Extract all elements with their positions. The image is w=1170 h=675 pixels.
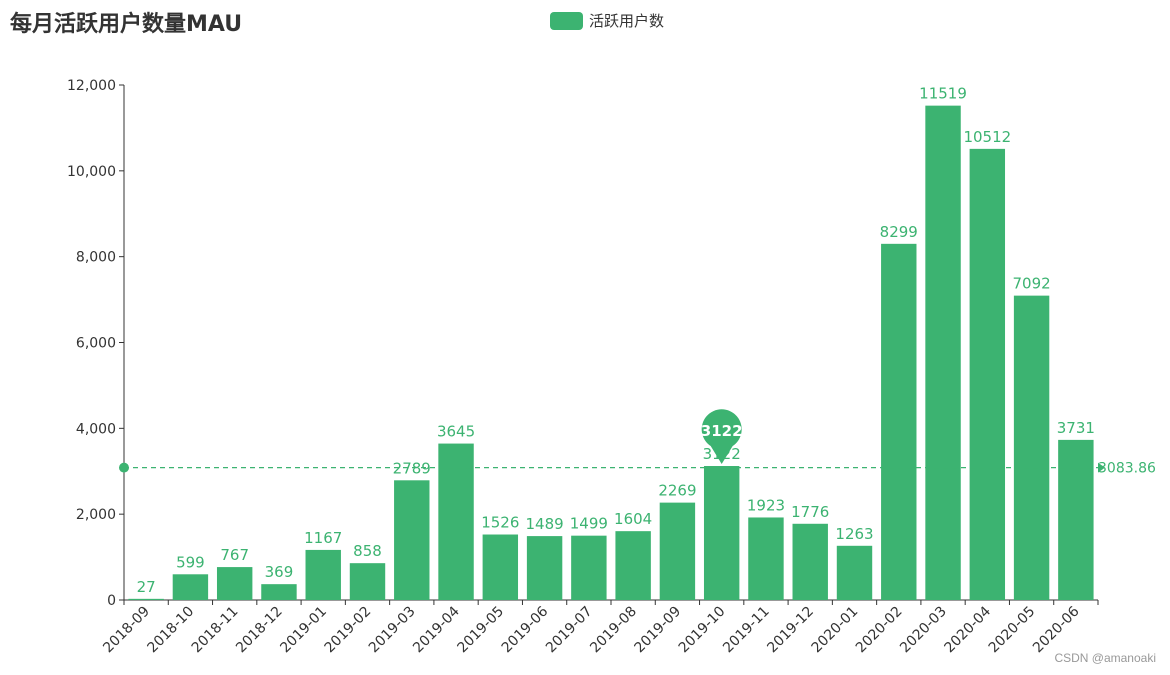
bar bbox=[482, 534, 519, 600]
y-tick-label: 10,000 bbox=[67, 164, 116, 180]
data-label: 369 bbox=[265, 563, 294, 581]
bar bbox=[394, 480, 430, 600]
x-tick-label: 2019-06 bbox=[499, 603, 552, 656]
x-tick-label: 2019-09 bbox=[632, 604, 685, 657]
average-line-arrow bbox=[1098, 462, 1105, 473]
data-label: 1604 bbox=[614, 510, 652, 528]
x-tick-label: 2020-01 bbox=[809, 604, 862, 657]
data-label: 1526 bbox=[481, 514, 519, 532]
data-label: 3645 bbox=[437, 423, 475, 441]
y-tick-label: 2,000 bbox=[76, 507, 116, 523]
x-tick-label: 2019-01 bbox=[277, 604, 330, 657]
mark-point-label: 3122 bbox=[701, 422, 743, 440]
x-tick-label: 2020-05 bbox=[986, 604, 1039, 657]
bar bbox=[261, 584, 297, 600]
x-tick-label: 2020-03 bbox=[897, 604, 950, 657]
bar bbox=[925, 105, 961, 600]
bar bbox=[128, 598, 164, 600]
bar bbox=[1058, 439, 1094, 600]
x-tick-label: 2019-05 bbox=[454, 604, 507, 657]
bar bbox=[305, 549, 341, 600]
bar bbox=[526, 536, 563, 600]
x-tick-label: 2018-11 bbox=[189, 604, 242, 657]
x-tick-label: 2018-12 bbox=[233, 604, 286, 657]
x-tick-label: 2019-08 bbox=[587, 604, 640, 657]
legend-swatch bbox=[550, 11, 583, 30]
bar bbox=[615, 531, 651, 600]
x-tick-label: 2019-02 bbox=[322, 604, 375, 657]
x-tick-label: 2019-07 bbox=[543, 604, 596, 657]
mark-point-pin bbox=[701, 409, 742, 465]
x-tick-label: 2018-09 bbox=[100, 604, 153, 657]
data-label: 1489 bbox=[525, 515, 563, 533]
x-tick-label: 2020-02 bbox=[853, 604, 906, 657]
y-tick-label: 12,000 bbox=[67, 78, 116, 94]
chart-title: 每月活跃用户数量MAU bbox=[10, 12, 243, 37]
average-line-label: 3083.86 bbox=[1098, 461, 1156, 477]
bar bbox=[349, 563, 386, 600]
data-label: 3731 bbox=[1057, 419, 1095, 437]
x-tick-label: 2019-03 bbox=[366, 604, 419, 657]
bar bbox=[703, 466, 740, 600]
data-label: 858 bbox=[353, 542, 382, 560]
watermark: CSDN @amanoaki bbox=[1054, 651, 1156, 665]
y-tick-label: 8,000 bbox=[76, 250, 116, 266]
y-tick-label: 6,000 bbox=[76, 336, 116, 352]
data-label: 2269 bbox=[658, 482, 696, 500]
y-tick-label: 4,000 bbox=[76, 421, 116, 437]
bar bbox=[881, 243, 917, 600]
x-tick-label: 2019-10 bbox=[676, 604, 729, 657]
data-label: 767 bbox=[220, 546, 249, 564]
x-tick-label: 2020-04 bbox=[941, 603, 994, 656]
x-tick-label: 2019-12 bbox=[764, 604, 817, 657]
x-tick-label: 2019-04 bbox=[410, 603, 463, 656]
data-label: 11519 bbox=[919, 85, 967, 103]
bar bbox=[438, 443, 474, 600]
data-label: 1167 bbox=[304, 529, 342, 547]
data-label: 1263 bbox=[835, 525, 873, 543]
bar bbox=[571, 535, 607, 600]
bar bbox=[659, 502, 696, 600]
data-label: 8299 bbox=[880, 223, 918, 241]
bar bbox=[969, 148, 1006, 601]
bar bbox=[216, 567, 253, 600]
data-label: 7092 bbox=[1012, 275, 1050, 293]
legend[interactable]: 活跃用户数 bbox=[550, 10, 664, 31]
x-tick-label: 2019-11 bbox=[720, 604, 773, 657]
data-label: 599 bbox=[176, 553, 205, 571]
data-label: 1923 bbox=[747, 496, 785, 514]
data-label: 2789 bbox=[393, 459, 431, 477]
data-label: 27 bbox=[137, 578, 156, 596]
y-tick-label: 0 bbox=[107, 593, 116, 609]
bar bbox=[748, 517, 784, 600]
x-tick-label: 2018-10 bbox=[145, 604, 198, 657]
legend-label: 活跃用户数 bbox=[589, 12, 665, 30]
x-tick-label: 2020-06 bbox=[1030, 603, 1083, 656]
bar bbox=[792, 523, 828, 600]
data-label: 1776 bbox=[791, 503, 829, 521]
data-label: 10512 bbox=[963, 128, 1011, 146]
data-label: 1499 bbox=[570, 515, 608, 533]
bar bbox=[836, 545, 873, 600]
bar bbox=[172, 574, 209, 600]
bar bbox=[1013, 295, 1050, 600]
average-line-start bbox=[119, 462, 129, 473]
